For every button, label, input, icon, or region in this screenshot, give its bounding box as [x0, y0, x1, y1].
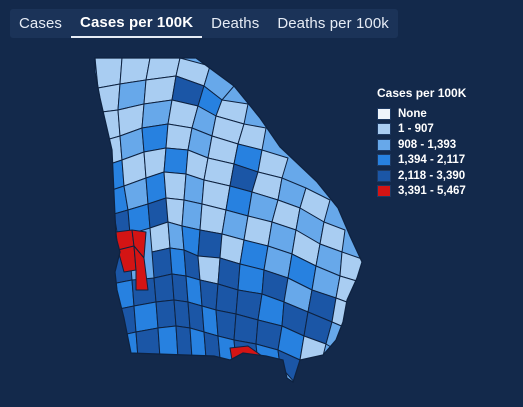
legend-item: None [377, 106, 466, 122]
legend-label: None [398, 107, 427, 120]
legend-swatch [377, 123, 391, 136]
legend-swatch [377, 138, 391, 151]
legend-label: 908 - 1,393 [398, 138, 457, 151]
tab-deaths-per-100k[interactable]: Deaths per 100k [277, 15, 389, 32]
legend-swatch [377, 107, 391, 120]
metric-tab-bar: Cases Cases per 100K Deaths Deaths per 1… [10, 9, 398, 38]
legend-title: Cases per 100K [377, 86, 467, 100]
legend-item: 3,391 - 5,467 [377, 184, 466, 200]
legend-label: 2,118 - 3,390 [398, 169, 466, 182]
legend-item: 1,394 - 2,117 [377, 153, 466, 169]
legend-item: 1 - 907 [377, 122, 466, 138]
legend-swatch [377, 154, 391, 167]
map-legend: Cases per 100K None 1 - 907 908 - 1,393 … [377, 86, 466, 199]
tab-cases[interactable]: Cases [19, 15, 63, 32]
legend-label: 3,391 - 5,467 [398, 185, 466, 198]
tab-deaths[interactable]: Deaths [211, 15, 260, 32]
legend-item: 908 - 1,393 [377, 137, 466, 153]
legend-label: 1,394 - 2,117 [398, 154, 466, 167]
legend-swatch [377, 185, 391, 198]
tab-cases-per-100k[interactable]: Cases per 100K [71, 9, 203, 38]
legend-item: 2,118 - 3,390 [377, 168, 466, 184]
legend-label: 1 - 907 [398, 123, 434, 136]
legend-swatch [377, 169, 391, 182]
